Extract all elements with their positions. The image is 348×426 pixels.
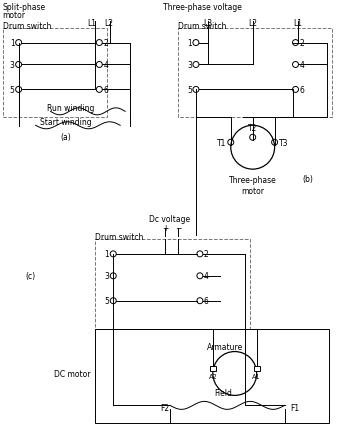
Bar bbox=[178, 29, 332, 118]
Text: 1: 1 bbox=[10, 39, 15, 48]
Text: 3: 3 bbox=[10, 61, 15, 70]
Text: F2: F2 bbox=[160, 403, 169, 412]
Text: Drum switch: Drum switch bbox=[178, 22, 226, 31]
Text: T1: T1 bbox=[218, 138, 227, 147]
Text: Three-phase
motor: Three-phase motor bbox=[229, 176, 277, 195]
Text: DC motor: DC motor bbox=[54, 369, 90, 378]
Text: 2: 2 bbox=[103, 39, 108, 48]
Bar bbox=[95, 239, 250, 329]
Text: L2: L2 bbox=[104, 19, 113, 28]
Text: 5: 5 bbox=[104, 296, 109, 305]
Text: T3: T3 bbox=[279, 138, 288, 147]
Text: Run winding: Run winding bbox=[47, 104, 94, 113]
Bar bbox=[95, 329, 329, 423]
Text: 4: 4 bbox=[204, 272, 209, 281]
Text: (c): (c) bbox=[25, 272, 35, 281]
Text: 3: 3 bbox=[187, 61, 192, 70]
Text: 2: 2 bbox=[204, 250, 209, 259]
Text: 4: 4 bbox=[103, 61, 108, 70]
Text: L3: L3 bbox=[203, 19, 212, 28]
Text: Dc voltage: Dc voltage bbox=[149, 215, 191, 224]
Text: T2: T2 bbox=[248, 124, 258, 133]
Text: Split-phase: Split-phase bbox=[3, 3, 46, 12]
Text: 6: 6 bbox=[300, 86, 304, 95]
Text: L1: L1 bbox=[87, 19, 96, 28]
Text: L2: L2 bbox=[248, 19, 257, 28]
Text: 2: 2 bbox=[300, 39, 304, 48]
Text: A2: A2 bbox=[208, 374, 217, 380]
Text: (b): (b) bbox=[302, 175, 313, 184]
Text: 1: 1 bbox=[104, 250, 109, 259]
Text: +: + bbox=[162, 224, 168, 233]
Text: Drum switch: Drum switch bbox=[95, 233, 144, 242]
Bar bbox=[3, 29, 107, 118]
Text: (a): (a) bbox=[60, 133, 71, 142]
Text: A1: A1 bbox=[252, 374, 261, 380]
Text: 3: 3 bbox=[104, 272, 109, 281]
Text: F1: F1 bbox=[290, 403, 299, 412]
Text: −: − bbox=[175, 224, 181, 233]
Text: Three-phase voltage: Three-phase voltage bbox=[164, 3, 242, 12]
Text: 6: 6 bbox=[103, 86, 108, 95]
Text: motor: motor bbox=[3, 11, 26, 20]
Text: Armature: Armature bbox=[207, 342, 243, 351]
Text: Drum switch: Drum switch bbox=[3, 22, 51, 31]
Text: 5: 5 bbox=[10, 86, 15, 95]
Text: 5: 5 bbox=[187, 86, 192, 95]
Text: 6: 6 bbox=[204, 296, 209, 305]
Text: 1: 1 bbox=[187, 39, 192, 48]
Text: 4: 4 bbox=[300, 61, 304, 70]
Text: L1: L1 bbox=[293, 19, 302, 28]
Text: Start winding: Start winding bbox=[40, 118, 91, 127]
Bar bbox=[254, 366, 260, 371]
Text: Field: Field bbox=[214, 389, 232, 397]
Bar bbox=[210, 366, 216, 371]
